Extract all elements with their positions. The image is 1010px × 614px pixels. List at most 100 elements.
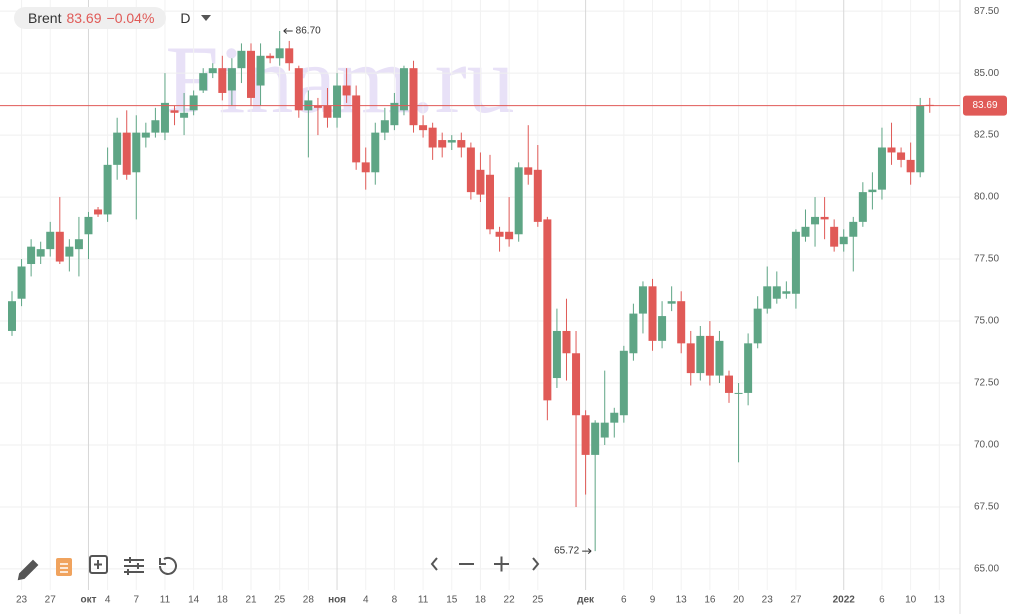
candle-body bbox=[46, 231, 55, 250]
candle-body bbox=[294, 68, 303, 111]
candle-body bbox=[323, 105, 332, 118]
candle-body bbox=[906, 159, 915, 173]
candle-body bbox=[74, 239, 83, 250]
x-tick-label: 4 bbox=[363, 595, 369, 606]
x-tick-label: 4 bbox=[105, 595, 111, 606]
x-tick-label: окт bbox=[80, 595, 96, 606]
candle-body bbox=[342, 85, 351, 96]
candle-body bbox=[897, 152, 906, 160]
candle-body bbox=[887, 147, 896, 153]
candle-body bbox=[839, 236, 848, 245]
list-tool[interactable] bbox=[56, 558, 72, 576]
candle-body bbox=[55, 231, 64, 262]
candle-body bbox=[543, 219, 552, 401]
min-label: 65.72 bbox=[554, 546, 579, 557]
candle-body bbox=[524, 167, 533, 175]
candle-body bbox=[84, 216, 93, 235]
candle-body bbox=[333, 85, 342, 118]
x-tick-label: 11 bbox=[418, 595, 429, 606]
candle-body bbox=[581, 415, 590, 455]
candle-body bbox=[811, 216, 820, 225]
zoom-in[interactable] bbox=[494, 556, 509, 572]
x-tick-label: 23 bbox=[762, 595, 774, 606]
candle-body bbox=[725, 375, 733, 393]
max-arrow bbox=[283, 28, 293, 34]
candle-body bbox=[667, 301, 676, 304]
candle-body bbox=[868, 189, 877, 193]
candle-body bbox=[160, 102, 169, 133]
candle-body bbox=[495, 231, 504, 237]
candle-body bbox=[227, 68, 236, 91]
candle-body bbox=[715, 340, 724, 376]
y-tick-label: 77.50 bbox=[974, 254, 999, 265]
toolbar bbox=[17, 555, 540, 581]
candle-body bbox=[466, 147, 475, 193]
add-tool[interactable] bbox=[89, 555, 108, 574]
candle-body bbox=[36, 249, 45, 257]
candle-body bbox=[830, 226, 839, 247]
x-tick-label: 9 bbox=[650, 595, 656, 606]
candle-body bbox=[686, 343, 695, 374]
last-price-label: 83.69 bbox=[972, 100, 997, 111]
candle-body bbox=[505, 231, 514, 240]
candle-body bbox=[218, 68, 227, 93]
candle-body bbox=[399, 68, 408, 111]
candle-body bbox=[390, 102, 399, 126]
draw-tool[interactable] bbox=[17, 559, 39, 581]
candle-body bbox=[457, 140, 466, 148]
candle-body bbox=[849, 221, 858, 237]
instrument-pill[interactable]: Brent 83.69 −0.04% bbox=[14, 7, 167, 29]
last-price: 83.69 bbox=[66, 10, 102, 26]
candle-body bbox=[533, 169, 542, 222]
x-tick-label: 25 bbox=[532, 595, 544, 606]
x-tick-label: 15 bbox=[446, 595, 458, 606]
y-tick-label: 82.50 bbox=[974, 130, 999, 141]
candle-body bbox=[132, 132, 141, 173]
candle-body bbox=[782, 291, 791, 294]
x-tick-label: 11 bbox=[160, 595, 171, 606]
candle-body bbox=[438, 140, 447, 148]
x-tick-label: дек bbox=[577, 595, 595, 606]
nav-right[interactable] bbox=[532, 557, 540, 571]
candle-body bbox=[486, 174, 494, 230]
x-tick-label: 28 bbox=[303, 595, 315, 606]
y-tick-label: 75.00 bbox=[974, 316, 999, 327]
y-tick-label: 70.00 bbox=[974, 440, 999, 451]
candle-body bbox=[801, 226, 810, 237]
interval[interactable]: D bbox=[180, 10, 191, 26]
candle-body bbox=[638, 286, 647, 314]
x-tick-label: 13 bbox=[676, 595, 688, 606]
candle-body bbox=[572, 353, 581, 416]
candle-body bbox=[113, 132, 122, 165]
candle-body bbox=[696, 335, 705, 374]
candle-body bbox=[591, 422, 600, 455]
list-lines bbox=[60, 563, 68, 573]
nav-left[interactable] bbox=[430, 557, 438, 571]
candle-body bbox=[629, 313, 638, 354]
x-tick-label: 25 bbox=[274, 595, 286, 606]
candle-body bbox=[753, 308, 762, 344]
candle-body bbox=[27, 246, 36, 265]
symbol: Brent bbox=[28, 10, 62, 26]
x-tick-label: 8 bbox=[392, 595, 398, 606]
y-tick-label: 87.50 bbox=[974, 6, 999, 17]
interval-caret[interactable] bbox=[200, 15, 211, 21]
x-tick-label: 18 bbox=[217, 595, 229, 606]
last-price-tag bbox=[963, 95, 1007, 116]
candle-body bbox=[141, 132, 150, 138]
candle-body bbox=[619, 350, 628, 416]
candle-body bbox=[170, 110, 179, 113]
settings-tool[interactable] bbox=[124, 557, 144, 575]
candle-body bbox=[352, 95, 361, 163]
candle-body bbox=[877, 147, 886, 190]
candle-body bbox=[820, 216, 829, 220]
candle-body bbox=[94, 209, 103, 215]
y-tick-label: 72.50 bbox=[974, 378, 999, 389]
candle-body bbox=[772, 286, 781, 299]
add-plus bbox=[94, 560, 102, 569]
candle-body bbox=[8, 301, 16, 331]
candle-body bbox=[189, 95, 198, 111]
candle-body bbox=[791, 231, 800, 294]
reset-tool[interactable] bbox=[159, 556, 177, 575]
